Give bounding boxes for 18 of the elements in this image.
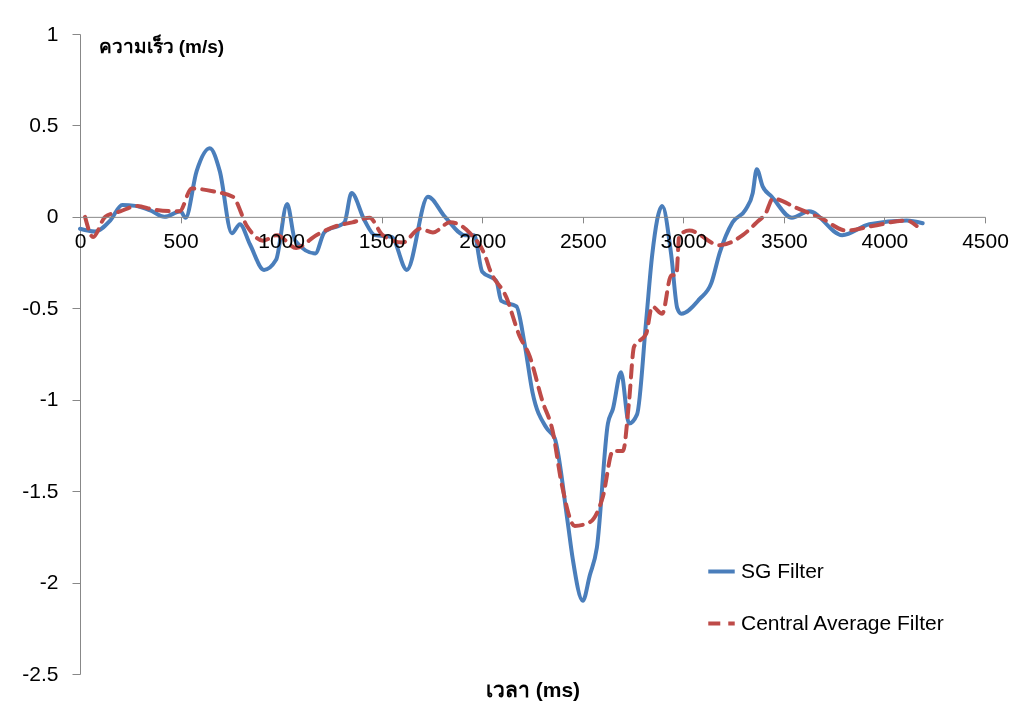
x-tick-label: 2500	[559, 229, 607, 253]
y-tick-label: -1.5	[22, 478, 59, 502]
y-axis-title: ความเร็ว (m/s)	[98, 33, 225, 57]
x-tick-label: 0	[74, 229, 87, 253]
x-tick-label: 4000	[861, 229, 909, 253]
legend-label: SG Filter	[741, 558, 824, 582]
y-tick-label: 0	[46, 204, 59, 228]
y-tick-label: -1	[39, 387, 59, 411]
y-tick-label: 0.5	[29, 112, 59, 136]
y-tick-label: -0.5	[22, 295, 59, 319]
x-tick-label: 3500	[761, 229, 808, 253]
x-tick-label: 500	[163, 229, 199, 253]
y-tick-label: 1	[46, 21, 59, 45]
x-axis-title: เวลา (ms)	[485, 677, 581, 701]
y-tick-label: -2.5	[22, 661, 59, 685]
x-tick-label: 4500	[962, 229, 1009, 253]
y-tick-label: -2	[39, 570, 59, 594]
legend-label: Central Average Filter	[741, 610, 944, 634]
